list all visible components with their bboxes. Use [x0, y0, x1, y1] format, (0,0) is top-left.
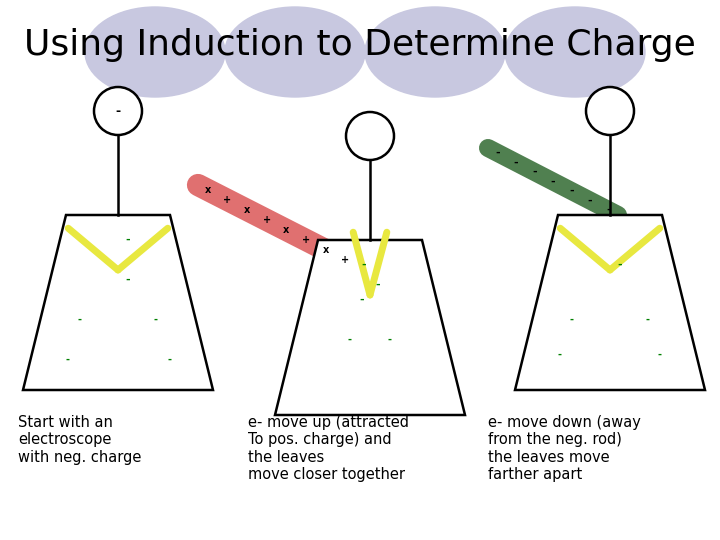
Text: -: -	[558, 350, 562, 360]
Text: -: -	[513, 157, 518, 167]
Text: -: -	[361, 260, 366, 270]
Text: -: -	[115, 105, 120, 118]
Text: x: x	[323, 245, 329, 255]
Text: -: -	[78, 315, 82, 325]
Circle shape	[346, 112, 394, 160]
Text: -: -	[658, 350, 662, 360]
Text: e- move up (attracted
To pos. charge) and
the leaves
move closer together: e- move up (attracted To pos. charge) an…	[248, 415, 409, 482]
Polygon shape	[515, 215, 705, 390]
Text: -: -	[66, 355, 70, 365]
Text: +: +	[223, 195, 232, 205]
Text: -: -	[618, 260, 622, 270]
Text: -: -	[154, 315, 158, 325]
Text: -: -	[532, 167, 536, 177]
Text: -: -	[126, 235, 130, 245]
Circle shape	[94, 87, 142, 135]
Ellipse shape	[365, 7, 505, 97]
Text: -: -	[646, 315, 650, 325]
Text: -: -	[168, 355, 172, 365]
Text: -: -	[348, 335, 352, 345]
Ellipse shape	[225, 7, 365, 97]
Text: +: +	[263, 215, 271, 225]
Text: x: x	[204, 185, 211, 195]
Text: +: +	[341, 255, 349, 265]
Text: -: -	[551, 177, 555, 186]
Polygon shape	[275, 240, 465, 415]
Text: e- move down (away
from the neg. rod)
the leaves move
farther apart: e- move down (away from the neg. rod) th…	[488, 415, 641, 482]
Text: x: x	[244, 205, 250, 215]
Text: -: -	[126, 275, 130, 285]
Text: -: -	[606, 205, 611, 215]
Text: Start with an
electroscope
with neg. charge: Start with an electroscope with neg. cha…	[18, 415, 141, 465]
Text: -: -	[588, 195, 593, 206]
Text: -: -	[388, 335, 392, 345]
Text: x: x	[283, 225, 289, 235]
Ellipse shape	[505, 7, 645, 97]
Circle shape	[586, 87, 634, 135]
Text: +: +	[302, 235, 310, 245]
Text: Using Induction to Determine Charge: Using Induction to Determine Charge	[24, 28, 696, 62]
Text: -: -	[495, 148, 500, 158]
Text: -: -	[570, 186, 574, 196]
Polygon shape	[23, 215, 213, 390]
Text: -: -	[376, 280, 380, 290]
Text: -: -	[360, 295, 364, 305]
Text: -: -	[570, 315, 574, 325]
Ellipse shape	[85, 7, 225, 97]
